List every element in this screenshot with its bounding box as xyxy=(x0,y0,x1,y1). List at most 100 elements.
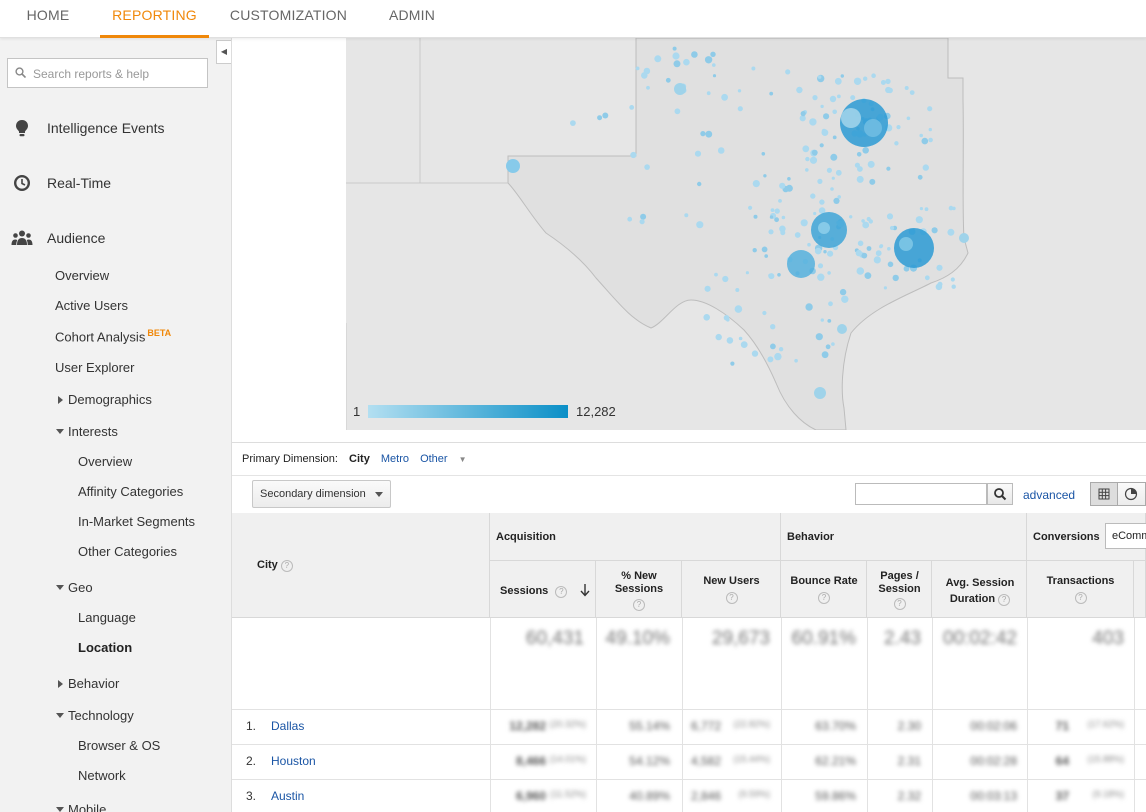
city-dot xyxy=(850,95,856,101)
avg-duration-header[interactable]: Avg. Session Duration ? xyxy=(932,561,1027,618)
city-dot xyxy=(809,118,817,126)
nav-active-users[interactable]: Active Users xyxy=(55,298,128,313)
nav-behavior[interactable]: Behavior xyxy=(58,676,119,691)
search-box[interactable] xyxy=(7,58,208,88)
nav-affinity-categories[interactable]: Affinity Categories xyxy=(78,484,184,499)
nav-mobile[interactable]: Mobile xyxy=(56,802,106,812)
tab-admin[interactable]: ADMIN xyxy=(388,7,436,23)
sidebar-item-audience[interactable]: Audience xyxy=(0,222,231,254)
city-dot xyxy=(794,232,801,238)
help-icon[interactable]: ? xyxy=(280,560,293,572)
dimension-city[interactable]: City xyxy=(349,453,370,465)
tab-reporting[interactable]: REPORTING xyxy=(100,0,209,38)
secondary-dimension-dropdown[interactable]: Secondary dimension xyxy=(252,480,391,508)
city-dot xyxy=(597,115,603,121)
help-icon[interactable]: ? xyxy=(818,592,830,604)
city-dot xyxy=(730,361,735,366)
city-dot xyxy=(712,63,716,67)
nav-other-categories[interactable]: Other Categories xyxy=(78,544,177,559)
nav-in-market-segments[interactable]: In-Market Segments xyxy=(78,514,196,529)
city-dot xyxy=(639,219,645,225)
geo-map[interactable] xyxy=(345,37,1146,431)
city-link[interactable]: Houston xyxy=(271,754,316,768)
advanced-filter-link[interactable]: advanced xyxy=(1023,488,1076,502)
san-antonio-cluster[interactable] xyxy=(787,250,815,278)
city-dot xyxy=(868,219,873,224)
nav-cohort-analysis[interactable]: Cohort Analysis BETA xyxy=(55,328,171,344)
nav-browser-os[interactable]: Browser & OS xyxy=(78,738,161,753)
city-dot xyxy=(763,174,767,178)
sessions-header[interactable]: Sessions ? xyxy=(490,561,596,618)
help-icon[interactable]: ? xyxy=(633,599,645,611)
nav-network[interactable]: Network xyxy=(78,768,126,783)
el-paso-dot[interactable] xyxy=(506,159,520,173)
nav-geo[interactable]: Geo xyxy=(56,580,93,595)
nav-overview[interactable]: Overview xyxy=(55,268,110,283)
city-dot xyxy=(703,314,710,321)
pages-session-column-label: Pages / Session xyxy=(878,570,921,595)
pages-session-header[interactable]: Pages / Session? xyxy=(867,561,932,618)
city-dot xyxy=(885,86,892,94)
city-dot xyxy=(915,216,923,224)
city-dot xyxy=(879,244,883,249)
new-users-header[interactable]: New Users? xyxy=(682,561,781,618)
help-icon[interactable]: ? xyxy=(893,598,906,610)
nav-demographics[interactable]: Demographics xyxy=(58,392,152,407)
pie-view-button[interactable] xyxy=(1118,482,1146,506)
summary-sessions: 60,431 xyxy=(525,628,584,649)
help-icon[interactable]: ? xyxy=(998,594,1011,606)
nav-language[interactable]: Language xyxy=(78,610,136,625)
sort-descending-icon[interactable] xyxy=(580,583,590,597)
sidebar-item-intelligence-events[interactable]: Intelligence Events xyxy=(0,112,231,144)
dimension-other[interactable]: Other ▼ xyxy=(420,453,467,465)
help-icon[interactable]: ? xyxy=(725,592,738,604)
tab-customization[interactable]: CUSTOMIZATION xyxy=(229,7,348,23)
row-avg-duration: 00:02:28 xyxy=(970,754,1017,768)
nav-technology[interactable]: Technology xyxy=(56,708,134,723)
city-header-cell[interactable]: City ? xyxy=(232,513,490,618)
nav-interests-overview[interactable]: Overview xyxy=(78,454,133,469)
bounce-rate-header[interactable]: Bounce Rate? xyxy=(781,561,867,618)
collapse-sidebar-button[interactable]: ◀ xyxy=(216,40,231,64)
table-search-input[interactable] xyxy=(855,483,987,505)
city-dot xyxy=(812,95,818,101)
city-dot xyxy=(869,178,876,185)
city-dot xyxy=(735,288,740,292)
divider xyxy=(232,475,1146,476)
nav-location[interactable]: Location xyxy=(78,640,133,655)
expand-right-icon xyxy=(58,680,63,688)
city-dot xyxy=(715,333,722,341)
city-dot xyxy=(833,197,840,204)
nav-label: Behavior xyxy=(68,676,120,691)
city-dot xyxy=(830,153,838,161)
conversions-select[interactable]: eComm xyxy=(1105,523,1146,549)
divider xyxy=(232,709,1146,710)
table-view-button[interactable] xyxy=(1090,482,1118,506)
help-icon[interactable]: ? xyxy=(1074,592,1087,604)
search-input[interactable] xyxy=(33,65,203,83)
city-dot xyxy=(853,77,862,85)
tab-home[interactable]: HOME xyxy=(26,7,70,23)
nav-interests[interactable]: Interests xyxy=(56,424,118,439)
city-dot xyxy=(762,310,767,316)
city-dot xyxy=(807,242,811,247)
houston-cluster[interactable] xyxy=(894,228,934,268)
nav-user-explorer[interactable]: User Explorer xyxy=(55,360,135,375)
divider xyxy=(232,744,1146,745)
city-dot xyxy=(948,205,954,211)
new-sessions-header[interactable]: % New Sessions? xyxy=(596,561,682,618)
divider xyxy=(490,618,491,812)
city-dot xyxy=(769,215,774,219)
row-new-users: 4,582 xyxy=(690,754,721,768)
summary-transactions: 403 xyxy=(1092,628,1124,649)
sidebar-item-real-time[interactable]: Real-Time xyxy=(0,167,231,199)
dimension-metro[interactable]: Metro xyxy=(380,453,409,465)
city-link[interactable]: Austin xyxy=(271,789,305,803)
city-link[interactable]: Dallas xyxy=(271,719,305,733)
nav-label: Mobile xyxy=(68,802,107,812)
transactions-header[interactable]: Transactions? xyxy=(1027,561,1134,618)
table-search-button[interactable] xyxy=(987,483,1013,505)
row-new-sessions: 54.12% xyxy=(629,754,670,768)
city-dot xyxy=(856,267,865,275)
help-icon[interactable]: ? xyxy=(555,586,568,598)
